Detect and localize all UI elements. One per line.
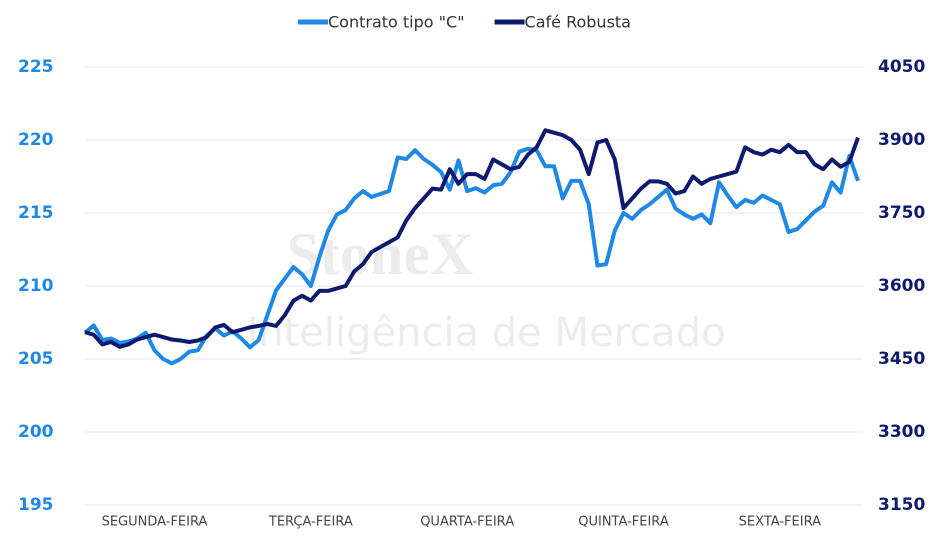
watermark-tagline: Inteligência de Mercado xyxy=(246,310,725,356)
y2-tick-label: 3600 xyxy=(878,276,925,296)
y-tick-label: 205 xyxy=(18,349,54,369)
x-tick-label: TERÇA-FEIRA xyxy=(268,515,353,530)
y2-tick-label: 3150 xyxy=(878,495,925,515)
legend-label: Café Robusta xyxy=(525,13,631,32)
y-tick-label: 200 xyxy=(18,422,54,442)
y2-tick-label: 4050 xyxy=(878,57,925,77)
y-tick-label: 220 xyxy=(18,130,54,150)
x-tick-label: QUINTA-FEIRA xyxy=(578,515,669,530)
y2-tick-label: 3300 xyxy=(878,422,925,442)
watermark-brand: StoneX xyxy=(287,221,474,287)
x-tick-label: QUARTA-FEIRA xyxy=(420,515,514,530)
series-line xyxy=(84,128,860,349)
legend-label: Contrato tipo "C" xyxy=(328,13,465,32)
x-tick-label: SEGUNDA-FEIRA xyxy=(102,515,208,530)
y-tick-label: 210 xyxy=(18,276,54,296)
y-tick-label: 215 xyxy=(18,203,54,223)
y-tick-label: 225 xyxy=(18,57,54,77)
y2-tick-label: 3750 xyxy=(878,203,925,223)
y-tick-label: 195 xyxy=(18,495,54,515)
x-tick-label: SEXTA-FEIRA xyxy=(739,515,821,530)
y2-tick-label: 3450 xyxy=(878,349,925,369)
y2-tick-label: 3900 xyxy=(878,130,925,150)
